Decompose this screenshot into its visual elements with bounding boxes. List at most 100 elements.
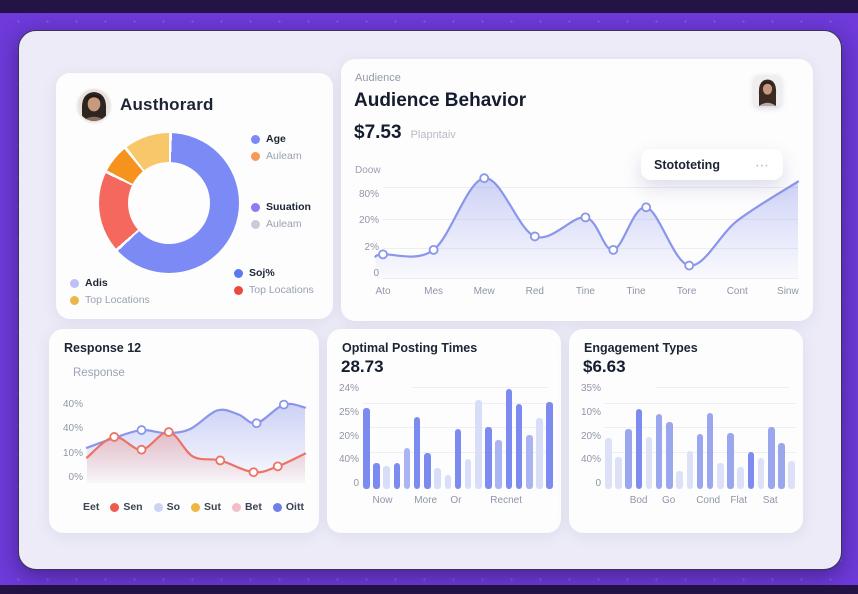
bar (495, 440, 502, 489)
avatar[interactable] (78, 89, 110, 121)
bar (403, 447, 411, 489)
bar (536, 417, 543, 489)
donut-legend-group-age: Age Auleam (251, 133, 302, 162)
engagement-y-axis: 35% 10% 20% 40% 0 (575, 383, 601, 489)
x-tick-label: Bod (629, 495, 648, 506)
period-dropdown[interactable]: Stototeting ⋯ (641, 149, 783, 180)
y-tick-label: 0 (353, 478, 359, 489)
response-subtitle: Response (73, 367, 125, 379)
avatar-small[interactable] (754, 75, 781, 106)
y-tick-label: 40% (62, 399, 83, 410)
divider (413, 387, 547, 388)
audience-title: Audience Behavior (354, 90, 527, 111)
bar (686, 451, 693, 489)
legend-item: Oitt (272, 501, 304, 513)
bar (475, 400, 482, 489)
x-tick-label: Flat (730, 495, 748, 506)
y-tick-label: 25% (338, 406, 359, 418)
legend-label: Top Locations (85, 294, 150, 306)
x-tick-label: Cond (696, 495, 721, 506)
ellipsis-icon[interactable]: ⋯ (755, 156, 770, 173)
response-y-axis: 40% 40% 10% 0% (55, 399, 83, 483)
x-tick-label: Sinw (777, 286, 799, 297)
engagement-x-axis: Bod Go Cond Flat Sat (605, 495, 795, 509)
bar (727, 432, 734, 489)
bar (515, 403, 523, 489)
audience-line-plot (374, 167, 800, 279)
audience-card: Audience Audience Behavior $7.53 Plapnta… (341, 59, 813, 321)
legend-dot-icon (234, 268, 243, 278)
posting-value: 28.73 (341, 357, 384, 376)
x-tick-label: Now (372, 495, 393, 506)
bar (526, 435, 533, 489)
legend-item: Sut (191, 501, 221, 513)
gridline (383, 187, 798, 189)
y-tick-label: 35% (580, 383, 601, 394)
posting-x-axis: Now More Or Recnet (363, 495, 553, 509)
bar (413, 416, 421, 489)
x-tick-label: Mes (424, 286, 444, 297)
legend-item: Age (251, 133, 302, 145)
y-tick-label: 20% (338, 430, 359, 442)
profile-title: Austhorard (120, 95, 214, 114)
x-tick-label: Sat (762, 495, 778, 506)
bar (655, 414, 663, 489)
donut-legend-group-soj: Soj% Top Locations (234, 267, 314, 296)
legend-item: Suuation (251, 201, 311, 213)
legend-label: Bet (244, 501, 262, 513)
legend-item: Sen (110, 501, 143, 513)
bar (645, 437, 653, 489)
legend-label: So (166, 501, 181, 513)
bar (434, 468, 441, 489)
profile-card: Austhorard Age Auleam Suuation Auleam Soj%… (56, 73, 333, 319)
x-tick-label: Mew (473, 286, 495, 297)
bar (757, 457, 765, 489)
legend-item: So (153, 501, 181, 513)
response-card: Response 12 Response 40% 40% 10% 0% Eet Sen S… (49, 329, 319, 533)
audience-axis-note: Doow (355, 165, 381, 176)
audience-eyebrow: Audience (355, 72, 401, 84)
donut-chart (99, 133, 239, 273)
response-title: Response 12 (64, 341, 142, 355)
legend-item: Soj% (234, 267, 314, 279)
bar (676, 470, 683, 489)
posting-card: Optimal Posting Times 28.73 24% 25% 20% 40%… (327, 329, 561, 533)
gridline (605, 427, 795, 429)
bar (373, 463, 380, 489)
legend-label: Age (266, 133, 286, 145)
x-tick-label: Go (662, 495, 676, 506)
legend-label: Sut (204, 501, 221, 513)
bar (454, 428, 462, 489)
x-tick-label: More (414, 495, 438, 506)
avatar-small-portrait-icon (754, 75, 781, 106)
legend-dot-icon (231, 502, 241, 512)
bar (605, 438, 612, 489)
legend-item: Adis (70, 277, 150, 289)
gridline (363, 427, 553, 429)
legend-label: Top Locations (249, 284, 314, 296)
audience-value-row: $7.53 Plapntaiv (354, 122, 456, 144)
y-tick-label: 80% (358, 189, 379, 200)
legend-label: Adis (85, 277, 108, 289)
legend-dot-icon (153, 502, 163, 512)
period-dropdown-label: Stototeting (654, 157, 720, 172)
bar (625, 428, 632, 489)
x-tick-label: Or (450, 495, 462, 506)
x-tick-label: Ato (375, 286, 391, 297)
x-tick-label: Recnet (490, 495, 522, 506)
bar (464, 458, 472, 489)
x-tick-label: Tine (575, 286, 595, 297)
bar (383, 466, 390, 489)
bar (747, 452, 755, 489)
y-tick-label: 20% (580, 430, 601, 442)
y-tick-label: 40% (338, 454, 359, 466)
response-line-chart (85, 399, 307, 483)
legend-label: Auleam (266, 218, 302, 230)
bar (546, 401, 553, 489)
legend-dot-icon (110, 502, 120, 512)
y-tick-label: 40% (62, 423, 83, 435)
legend-item: Bet (231, 501, 262, 513)
legend-dot-icon (234, 285, 243, 295)
legend-label: Oitt (285, 501, 304, 513)
